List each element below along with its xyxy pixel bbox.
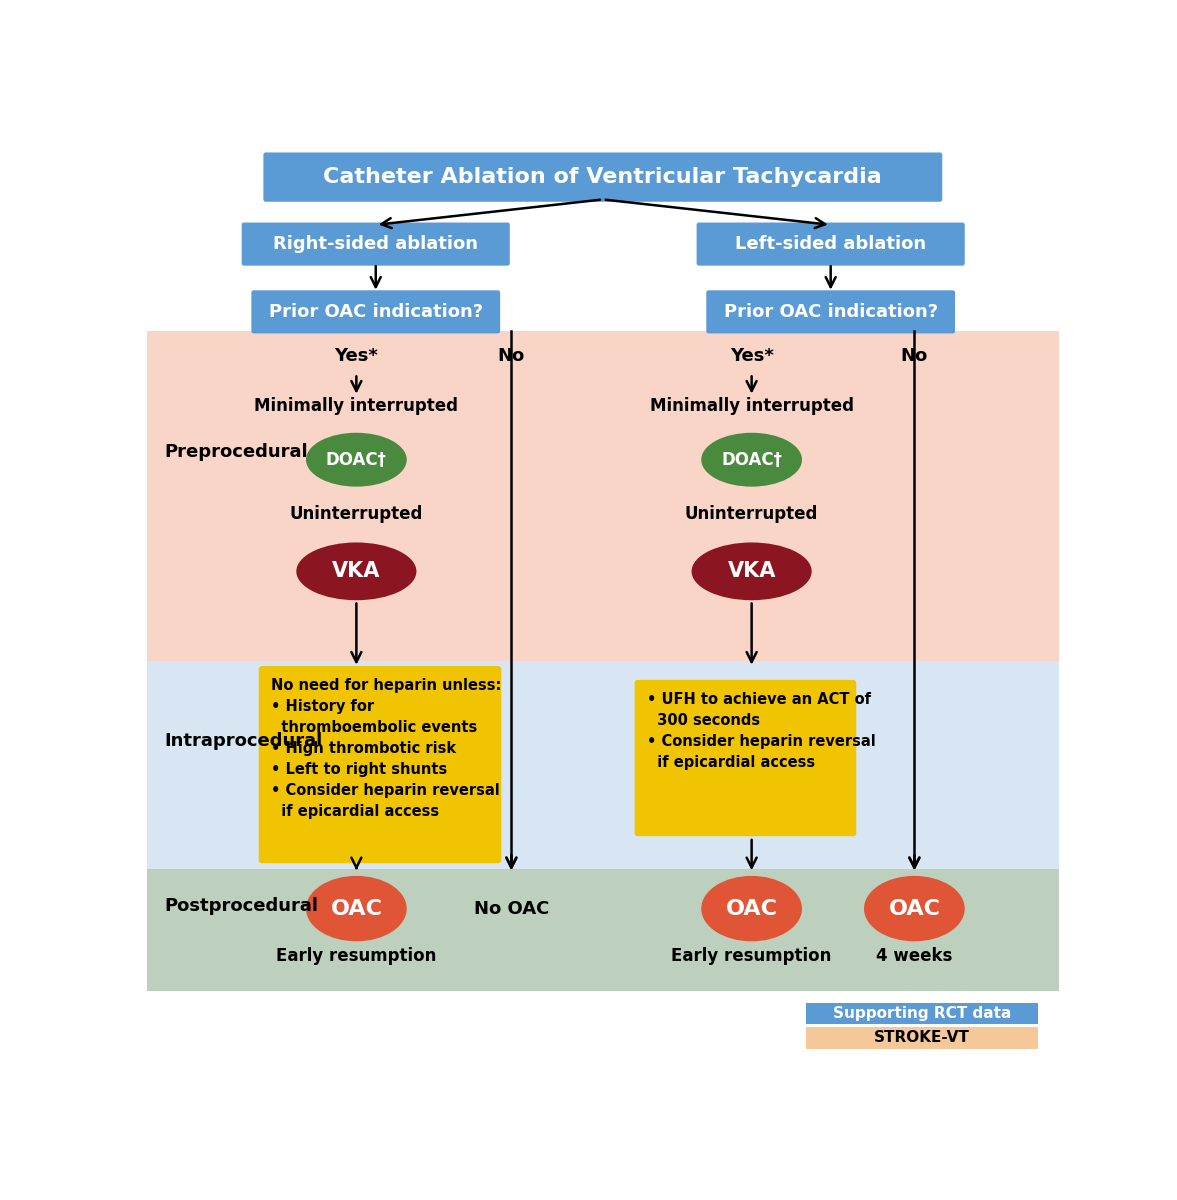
Ellipse shape [701,433,802,487]
Bar [147,869,1059,991]
Bar [147,661,1059,869]
Text: No: No [900,347,927,365]
Text: Prior OAC indication?: Prior OAC indication? [724,302,938,320]
Text: DOAC†: DOAC† [722,451,782,469]
Text: Early resumption: Early resumption [671,947,832,965]
FancyBboxPatch shape [697,222,965,265]
Text: Preprocedural: Preprocedural [164,443,308,461]
Ellipse shape [297,542,417,600]
Text: Catheter Ablation of Ventricular Tachycardia: Catheter Ablation of Ventricular Tachyca… [324,167,883,187]
Text: 4 weeks: 4 weeks [876,947,952,965]
Text: Postprocedural: Postprocedural [164,898,318,916]
Text: VKA: VKA [332,562,380,581]
Text: Supporting RCT data: Supporting RCT data [833,1006,1011,1021]
Text: No: No [498,347,525,365]
Text: Yes*: Yes* [730,347,773,365]
Ellipse shape [692,542,812,600]
FancyBboxPatch shape [806,1027,1038,1049]
Text: Uninterrupted: Uninterrupted [290,504,423,523]
Ellipse shape [701,876,802,941]
FancyBboxPatch shape [241,222,510,265]
Text: Uninterrupted: Uninterrupted [685,504,818,523]
FancyBboxPatch shape [259,666,501,863]
Ellipse shape [864,876,965,941]
Ellipse shape [306,433,407,487]
Text: OAC: OAC [726,899,778,919]
Text: Right-sided ablation: Right-sided ablation [273,235,478,253]
Text: No need for heparin unless:
• History for
  thromboembolic events
• High thrombo: No need for heparin unless: • History fo… [271,678,501,820]
Text: • UFH to achieve an ACT of
  300 seconds
• Consider heparin reversal
  if epicar: • UFH to achieve an ACT of 300 seconds •… [647,692,876,770]
Text: Minimally interrupted: Minimally interrupted [650,397,853,415]
Bar [147,331,1059,661]
Text: VKA: VKA [727,562,776,581]
Text: DOAC†: DOAC† [326,451,387,469]
Text: Left-sided ablation: Left-sided ablation [736,235,926,253]
FancyBboxPatch shape [706,290,955,334]
Text: Minimally interrupted: Minimally interrupted [254,397,458,415]
Text: Prior OAC indication?: Prior OAC indication? [268,302,483,320]
Text: OAC: OAC [889,899,940,919]
Text: No OAC: No OAC [473,900,548,918]
Text: Intraprocedural: Intraprocedural [164,732,322,750]
FancyBboxPatch shape [634,680,856,836]
FancyBboxPatch shape [264,152,943,202]
Text: OAC: OAC [331,899,383,919]
Text: Yes*: Yes* [334,347,378,365]
Ellipse shape [306,876,407,941]
FancyBboxPatch shape [806,1002,1038,1024]
FancyBboxPatch shape [252,290,500,334]
Text: STROKE-VT: STROKE-VT [875,1031,970,1045]
Text: Early resumption: Early resumption [277,947,437,965]
